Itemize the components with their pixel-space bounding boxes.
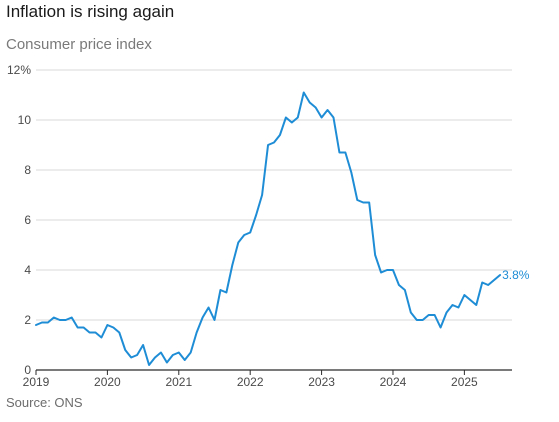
x-tick-label: 2019 (23, 375, 50, 389)
y-tick-label: 12% (7, 63, 31, 77)
source-note: Source: ONS (6, 395, 83, 410)
y-tick-label: 2 (24, 313, 31, 327)
chart-subtitle: Consumer price index (6, 36, 152, 53)
x-tick-label: 2021 (165, 375, 192, 389)
y-tick-label: 6 (24, 213, 31, 227)
chart-title: Inflation is rising again (6, 2, 175, 21)
x-tick-label: 2025 (451, 375, 478, 389)
x-tick-label: 2020 (94, 375, 121, 389)
y-tick-label: 10 (18, 113, 32, 127)
x-tick-label: 2024 (380, 375, 407, 389)
last-value-label: 3.8% (502, 268, 530, 282)
y-tick-label: 0 (24, 363, 31, 377)
x-tick-label: 2022 (237, 375, 264, 389)
series-line (35, 91, 502, 366)
x-tick-label: 2023 (308, 375, 335, 389)
y-tick-label: 4 (24, 263, 31, 277)
y-tick-label: 8 (24, 163, 31, 177)
